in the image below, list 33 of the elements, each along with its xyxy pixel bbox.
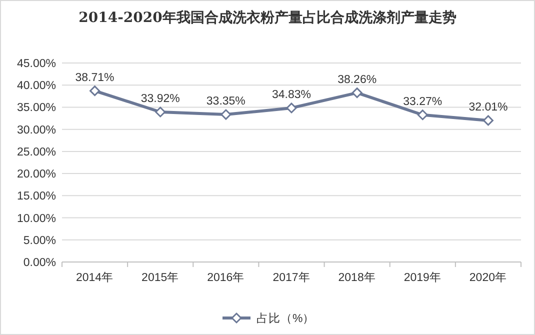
x-tick-label: 2015年: [142, 271, 180, 284]
point: [90, 86, 100, 96]
y-tick-label: 30.00%: [16, 124, 56, 136]
point: [352, 88, 362, 98]
data-label: 33.27%: [403, 96, 442, 108]
x-tick-label: 2020年: [469, 271, 508, 284]
data-label: 34.83%: [272, 88, 312, 101]
data-label: 38.26%: [338, 74, 377, 86]
x-tick-label: 2019年: [404, 271, 442, 284]
x-tick-label: 2017年: [272, 271, 310, 284]
data-label: 33.35%: [206, 96, 246, 108]
y-tick-label: 0.00%: [23, 257, 56, 269]
y-tick-label: 25.00%: [16, 146, 56, 158]
y-tick-label: 20.00%: [16, 168, 56, 181]
x-tick-label: 2018年: [338, 271, 376, 284]
point: [155, 106, 166, 118]
point: [417, 110, 428, 120]
point: [482, 115, 494, 126]
y-tick-label: 40.00%: [16, 80, 56, 92]
legend-label: 占比（%）: [256, 312, 315, 325]
y-tick-label: 5.00%: [23, 234, 56, 247]
data-label: 33.92%: [140, 93, 180, 105]
data-label: 32.01%: [468, 101, 508, 114]
point: [220, 109, 232, 120]
x-tick-label: 2014年: [76, 271, 114, 284]
y-tick-label: 15.00%: [16, 190, 56, 203]
chart-title: 2014-2020年我国合成洗衣粉产量占比合成洗涤剂产量走势: [78, 9, 456, 26]
y-tick-label: 35.00%: [16, 102, 56, 114]
y-tick-label: 45.00%: [16, 58, 56, 70]
y-tick-label: 10.00%: [16, 212, 56, 225]
data-label: 38.71%: [75, 72, 114, 84]
point: [286, 102, 297, 114]
x-tick-label: 2016年: [207, 271, 245, 284]
